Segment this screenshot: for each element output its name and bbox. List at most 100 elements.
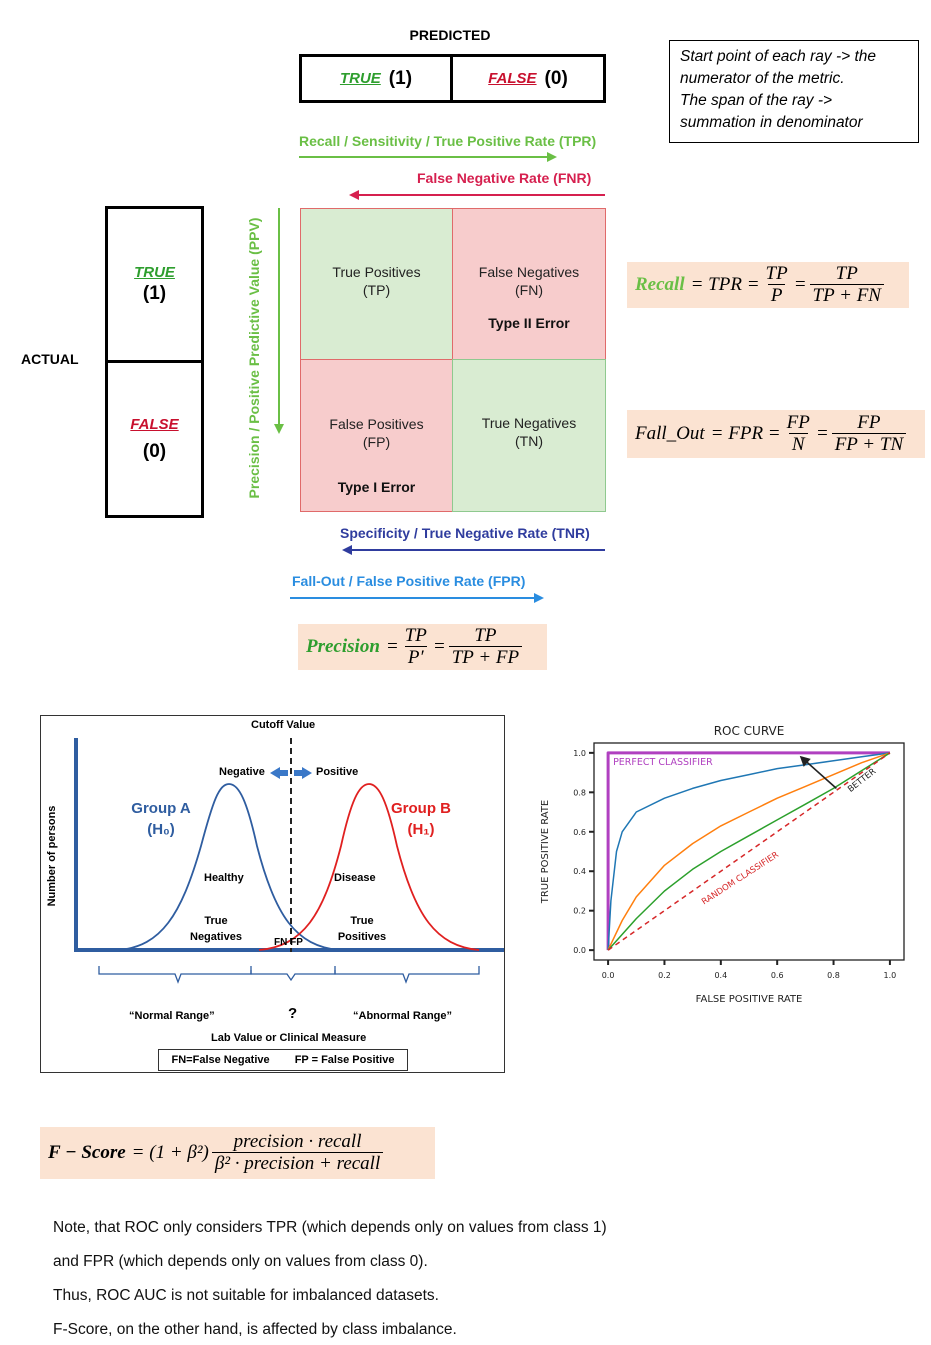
roc-ytick-label: 0.8 [573,788,586,797]
abnormal-range-label: “Abnormal Range” [353,1010,453,1022]
positive-label: Positive [316,766,359,778]
cutoff-label: Cutoff Value [251,719,316,731]
predicted-false-box: FALSE (0) [450,54,606,103]
fp-label: False Positives (FP) [329,416,424,450]
perfect-classifier-label: PERFECT CLASSIFIER [613,757,713,768]
tnr-arrow [342,545,605,555]
roc-ytick-label: 0.6 [573,828,586,837]
roc-xtick-label: 0.8 [827,971,840,980]
roc-curve-green [607,752,891,951]
group-b-curve [258,783,480,951]
fnr-arrow [349,190,605,200]
predicted-false-word: FALSE [488,70,537,87]
actual-label: ACTUAL [21,351,79,367]
negative-label: Negative [219,766,265,778]
roc-ytick-label: 0.4 [573,867,586,876]
distribution-svg [74,738,504,984]
precision-n1: TP [404,624,427,646]
true-positives-line: Positives [337,931,387,943]
precision-n2: TP [474,624,497,646]
predicted-true-one: (1) [388,67,413,89]
note-line: F-Score, on the other hand, is affected … [53,1321,457,1338]
ppv-arrow-label: Precision / Positive Predictive Value (P… [246,217,262,499]
random-classifier-line [607,752,891,951]
actual-true-one: (1) [142,283,167,304]
actual-false-box: FALSE (0) [105,360,204,518]
roc-plot-frame [593,742,905,961]
note-line: Note, that ROC only considers TPR (which… [53,1219,607,1236]
true-negatives-label: True Negatives [184,913,248,945]
type1-label: Type I Error [337,479,416,495]
fallout-mid: = FPR = [710,423,781,444]
roc-ytick-label: 1.0 [573,749,586,758]
roc-curve-blue [607,752,891,951]
positive-arrow-icon [294,767,312,779]
disease-label: Disease [334,872,376,884]
fnr-arrow-label: False Negative Rate (FNR) [417,170,592,186]
tnr-arrow-label: Specificity / True Negative Rate (TNR) [340,525,590,541]
actual-true-box: TRUE (1) [105,206,204,363]
predicted-label: PREDICTED [409,27,491,43]
actual-false-zero: (0) [142,440,167,462]
precision-d1: P′ [404,645,427,669]
fscore-mid: = (1 + β²) [131,1142,209,1163]
dist-xlabel: Lab Value or Clinical Measure [211,1032,367,1044]
actual-true-word: TRUE [134,264,175,281]
better-arrow-head-icon [799,755,811,767]
note-line: and FPR (which depends only on values fr… [53,1253,428,1270]
note-line: Thus, ROC AUC is not suitable for imbala… [53,1287,439,1304]
roc-xtick-label: 0.4 [714,971,727,980]
cell-true-negatives: True Negatives (TN) [452,359,606,512]
random-classifier-label: RANDOM CLASSIFIER [700,850,781,907]
group-a-name: Group A [131,800,191,817]
recall-formula: Recall = TPR = TP P = TP TP + FN [627,262,909,308]
legend-fn: FN=False Negative [171,1054,270,1066]
cell-false-negatives: False Negatives (FN) Type II Error [452,208,606,360]
group-a-curve [118,783,340,951]
ray-note-line: numerator of the metric. [680,70,845,87]
predicted-true-word: TRUE [339,70,381,87]
fscore-num: precision · recall [233,1130,362,1152]
roc-xtick-label: 0.2 [658,971,671,980]
roc-title: ROC CURVE [714,724,785,738]
group-b-h1: (H₁) [407,821,435,838]
dist-ylabel: Number of persons [46,805,58,907]
ray-note-line: summation in denominator [680,114,863,131]
negative-arrow-icon [270,767,288,779]
dist-legend: FN=False Negative FP = False Positive [158,1049,408,1071]
tn-label: True Negatives (TN) [481,415,577,449]
better-arrow [804,760,837,789]
question-mark: ? [288,1005,298,1022]
legend-fp: FP = False Positive [294,1054,395,1066]
predicted-true-box: TRUE (1) [299,54,453,103]
true-positives-line: True [350,915,374,927]
fpr-arrow [290,593,544,603]
ray-note-box: Start point of each ray -> the numerator… [669,40,919,143]
roc-ytick-label: 0.2 [573,907,586,916]
group-b-label: Group B (H₁) [381,798,461,840]
group-b-name: Group B [391,800,451,817]
fpr-arrow-label: Fall-Out / False Positive Rate (FPR) [292,573,526,589]
predicted-false-zero: (0) [544,67,568,89]
recall-n1: TP [765,262,788,284]
roc-xtick-label: 0.0 [602,971,615,980]
fallout-formula: Fall_Out = FPR = FP N = FP FP + TN [627,410,925,458]
roc-ytick-label: 0.0 [573,946,586,955]
fnfp-label: FN FP [274,937,303,948]
overlap-brace [250,970,336,982]
actual-false-word: FALSE [130,415,179,433]
roc-chart: ROC CURVE FALSE POSITIVE RATE TRUE POSITIV… [532,712,917,1012]
healthy-label: Healthy [204,872,244,884]
recall-arrow [299,152,557,162]
roc-xlabel: FALSE POSITIVE RATE [696,994,803,1005]
precision-d2: TP + FP [448,645,523,669]
true-negatives-line: True [204,915,228,927]
distribution-figure: Cutoff Value Negative Positive Group A (… [40,715,505,1073]
fallout-n2: FP [857,411,881,433]
fallout-d1: N [788,432,808,456]
ray-note-line: Start point of each ray -> the [680,48,877,65]
group-a-h0: (H₀) [147,821,175,838]
cell-true-positives: True Positives (TP) [300,208,453,360]
perfect-classifier-line [606,751,890,951]
fscore-formula: F − Score = (1 + β²) precision · recall β… [40,1127,435,1179]
